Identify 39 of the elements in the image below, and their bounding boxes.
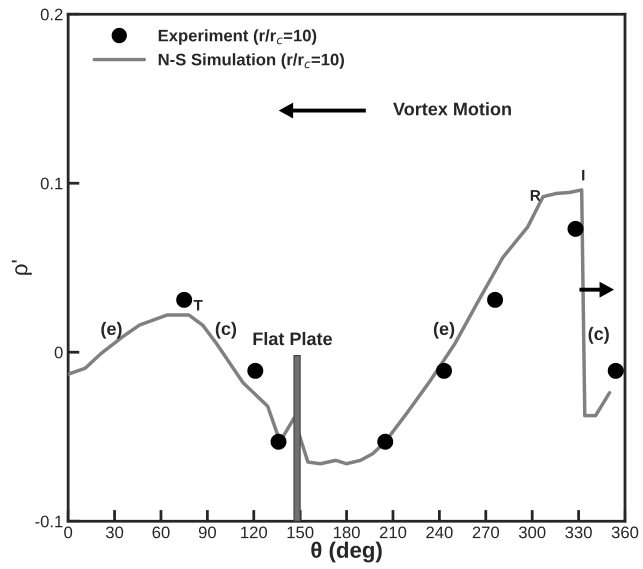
annotation: (e) <box>434 322 454 339</box>
annotation: I <box>582 170 584 180</box>
line-series <box>68 188 612 466</box>
annotation: (e) <box>101 322 122 339</box>
x-tick-label: 210 <box>380 526 406 538</box>
point <box>377 434 394 450</box>
annotation: Flat Plate <box>254 332 332 346</box>
x-tick-label: 240 <box>426 526 453 538</box>
point <box>608 362 624 379</box>
legend-label: N-S Simulation (r/r$_{c}$=10) <box>158 53 344 69</box>
x-tick-label: 120 <box>241 526 268 538</box>
x-tick-label: 150 <box>288 526 314 538</box>
annotation: Vortex Motion <box>393 102 511 116</box>
x-tick-label: 30 <box>106 526 124 538</box>
x-tick-label: 360 <box>612 526 638 538</box>
point <box>247 362 264 379</box>
x-axis-title: θ (deg) <box>311 542 382 562</box>
x-tick-label: 270 <box>472 526 500 538</box>
annotation: R <box>530 190 540 201</box>
y-tick-label: 0 <box>54 346 63 358</box>
point <box>270 434 286 450</box>
x-tick-label: 60 <box>152 526 170 538</box>
annotation: T <box>194 300 203 311</box>
x-tick-label: 90 <box>198 526 216 538</box>
x-tick-label: 300 <box>518 526 546 538</box>
y-axis-title: ρ' <box>12 260 32 275</box>
point <box>176 292 192 308</box>
point <box>568 220 584 237</box>
y-tick-label: -0.1 <box>35 516 62 528</box>
x-tick-label: 0 <box>64 526 72 538</box>
point <box>487 292 504 308</box>
x-tick-label: 330 <box>565 526 592 538</box>
y-tick-label: 0.2 <box>40 8 62 20</box>
x-tick-label: 180 <box>334 526 360 538</box>
point <box>436 362 452 379</box>
annotation: (c) <box>588 326 609 344</box>
annotation: (c) <box>216 322 236 339</box>
y-tick-label: 0.1 <box>40 178 62 190</box>
legend-label: Experiment (r/r$_{c}$=10) <box>158 29 316 45</box>
